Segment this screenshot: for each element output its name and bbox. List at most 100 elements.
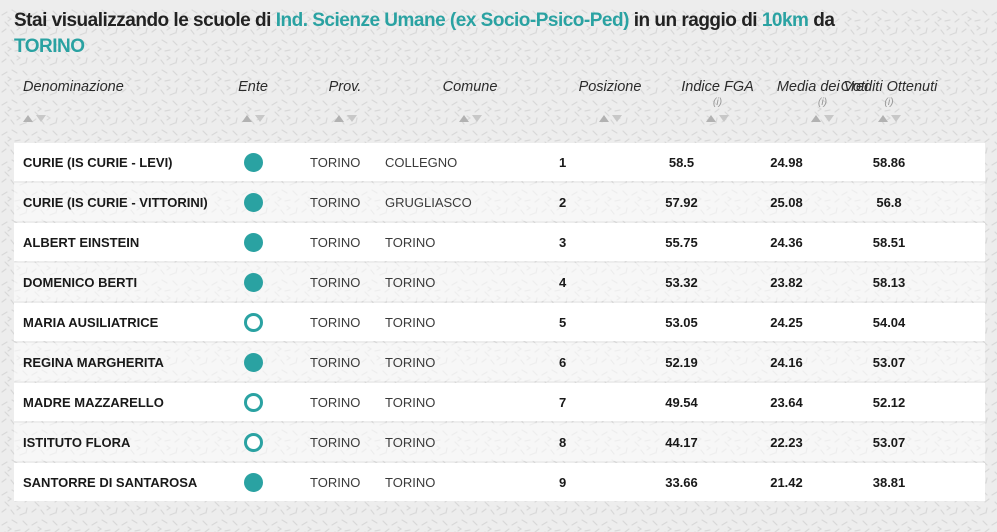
position-rank: 7 — [559, 394, 567, 410]
position-rank: 9 — [559, 474, 567, 490]
column-header-label[interactable]: Comune — [442, 79, 498, 95]
table-row[interactable]: ALBERT EINSTEIN TORINO TORINO 3 55.75 24… — [14, 223, 985, 261]
indice-fga-value: 57.92 — [665, 194, 698, 210]
position-rank: 2 — [559, 194, 567, 210]
table-row[interactable]: SANTORRE DI SANTAROSA TORINO TORINO 9 33… — [14, 463, 985, 501]
title-segment: TORINO — [14, 36, 85, 57]
media-voti-value: 23.82 — [770, 274, 803, 290]
ente-cell — [236, 383, 304, 421]
ente-indicator-icon — [243, 232, 263, 252]
ente-indicator-icon — [243, 192, 263, 212]
crediti-value: 56.8 — [876, 194, 902, 210]
table-row[interactable]: REGINA MARGHERITA TORINO TORINO 6 52.19 … — [14, 343, 985, 381]
column-header-media_voti: Media dei Voti (i) — [770, 78, 875, 123]
ente-cell — [236, 143, 304, 181]
sort-descending-icon[interactable] — [36, 115, 46, 122]
table-row[interactable]: ISTITUTO FLORA TORINO TORINO 8 44.17 22.… — [14, 423, 985, 461]
sort-control[interactable] — [598, 114, 622, 123]
position-rank: 6 — [559, 354, 567, 370]
sort-ascending-icon[interactable] — [458, 115, 469, 122]
indice-fga-value: 52.19 — [665, 354, 698, 370]
sort-control[interactable] — [811, 114, 834, 123]
media-voti-value: 24.25 — [770, 314, 803, 330]
ente-indicator-icon — [243, 272, 263, 292]
position-rank: 3 — [559, 234, 567, 250]
sort-control[interactable] — [333, 114, 357, 123]
sort-descending-icon[interactable] — [824, 115, 834, 122]
crediti-value: 54.04 — [872, 314, 906, 330]
school-name: MADRE MAZZARELLO — [23, 394, 164, 410]
school-name: SANTORRE DI SANTAROSA — [23, 474, 198, 490]
school-name: ALBERT EINSTEIN — [23, 234, 140, 250]
crediti-value: 53.07 — [872, 354, 906, 370]
ente-indicator-icon — [243, 392, 263, 412]
table-row[interactable]: DOMENICO BERTI TORINO TORINO 4 53.32 23.… — [14, 263, 985, 301]
column-header-label[interactable]: Ente — [238, 79, 268, 95]
column-header-label[interactable]: Media dei Voti — [776, 79, 869, 95]
sort-descending-icon[interactable] — [890, 115, 901, 122]
comune: TORINO — [385, 274, 436, 290]
media-voti-value: 22.23 — [770, 434, 803, 450]
schools-table: Denominazione Ente Prov. Comune Posizion… — [14, 60, 985, 501]
table-row[interactable]: MARIA AUSILIATRICE TORINO TORINO 5 53.05… — [14, 303, 985, 341]
crediti-value: 58.13 — [872, 274, 906, 290]
position-rank: 5 — [559, 314, 567, 330]
column-header-indice_fga: Indice FGA (i) — [665, 78, 770, 123]
media-voti-value: 24.98 — [770, 154, 803, 170]
table-row[interactable]: CURIE (IS CURIE - VITTORINI) TORINO GRUG… — [14, 183, 985, 221]
table-row[interactable]: CURIE (IS CURIE - LEVI) TORINO COLLEGNO … — [14, 143, 985, 181]
column-header-comune: Comune — [380, 78, 555, 123]
indice-fga-value: 49.54 — [665, 394, 698, 410]
ente-indicator-icon — [243, 432, 263, 452]
sort-descending-icon[interactable] — [611, 115, 622, 122]
sort-control[interactable] — [23, 114, 46, 123]
ente-cell — [236, 303, 304, 341]
crediti-value: 58.51 — [872, 234, 906, 250]
column-header-crediti: Crediti Ottenuti (i) — [841, 78, 985, 123]
position-rank: 1 — [559, 154, 567, 170]
school-name: ISTITUTO FLORA — [23, 434, 131, 450]
column-header-label[interactable]: Prov. — [328, 79, 362, 95]
sort-descending-icon[interactable] — [471, 115, 482, 122]
sort-control[interactable] — [241, 114, 265, 123]
indice-fga-value: 53.05 — [665, 314, 698, 330]
column-header-denominazione: Denominazione — [14, 78, 236, 123]
school-name: CURIE (IS CURIE - LEVI) — [23, 154, 173, 170]
sort-ascending-icon[interactable] — [598, 115, 609, 122]
sort-descending-icon[interactable] — [719, 115, 729, 122]
sort-ascending-icon[interactable] — [811, 115, 821, 122]
column-header-label[interactable]: Posizione — [578, 79, 642, 95]
sort-ascending-icon[interactable] — [877, 115, 888, 122]
indice-fga-value: 55.75 — [665, 234, 698, 250]
indice-fga-value: 44.17 — [665, 434, 698, 450]
info-icon[interactable]: (i) — [884, 96, 894, 108]
sort-descending-icon[interactable] — [254, 115, 265, 122]
info-icon[interactable]: (i) — [712, 96, 723, 108]
school-name: DOMENICO BERTI — [23, 274, 138, 290]
table-row[interactable]: MADRE MAZZARELLO TORINO TORINO 7 49.54 2… — [14, 383, 985, 421]
sort-ascending-icon[interactable] — [706, 115, 716, 122]
column-header-label[interactable]: Indice FGA — [681, 79, 754, 95]
info-icon[interactable]: (i) — [817, 96, 828, 108]
column-header-prov: Prov. — [304, 78, 380, 123]
comune: TORINO — [385, 474, 436, 490]
crediti-value: 53.07 — [872, 434, 906, 450]
column-header-label[interactable]: Crediti Ottenuti — [840, 79, 938, 95]
ente-cell — [236, 423, 304, 461]
indice-fga-value: 58.5 — [668, 154, 695, 170]
province: TORINO — [310, 434, 361, 450]
title-segment: da — [808, 10, 835, 31]
column-header-posizione: Posizione — [555, 78, 665, 123]
sort-control[interactable] — [877, 114, 901, 123]
sort-ascending-icon[interactable] — [241, 115, 252, 122]
title-segment: Stai visualizzando le scuole di — [14, 10, 276, 31]
sort-descending-icon[interactable] — [346, 115, 357, 122]
title-segment: Ind. Scienze Umane (ex Socio-Psico-Ped) — [275, 10, 630, 31]
sort-control[interactable] — [706, 114, 729, 123]
sort-ascending-icon[interactable] — [23, 115, 33, 122]
province: TORINO — [310, 314, 361, 330]
comune: GRUGLIASCO — [385, 194, 472, 210]
sort-control[interactable] — [458, 114, 482, 123]
sort-ascending-icon[interactable] — [333, 115, 344, 122]
column-header-label[interactable]: Denominazione — [23, 79, 124, 95]
